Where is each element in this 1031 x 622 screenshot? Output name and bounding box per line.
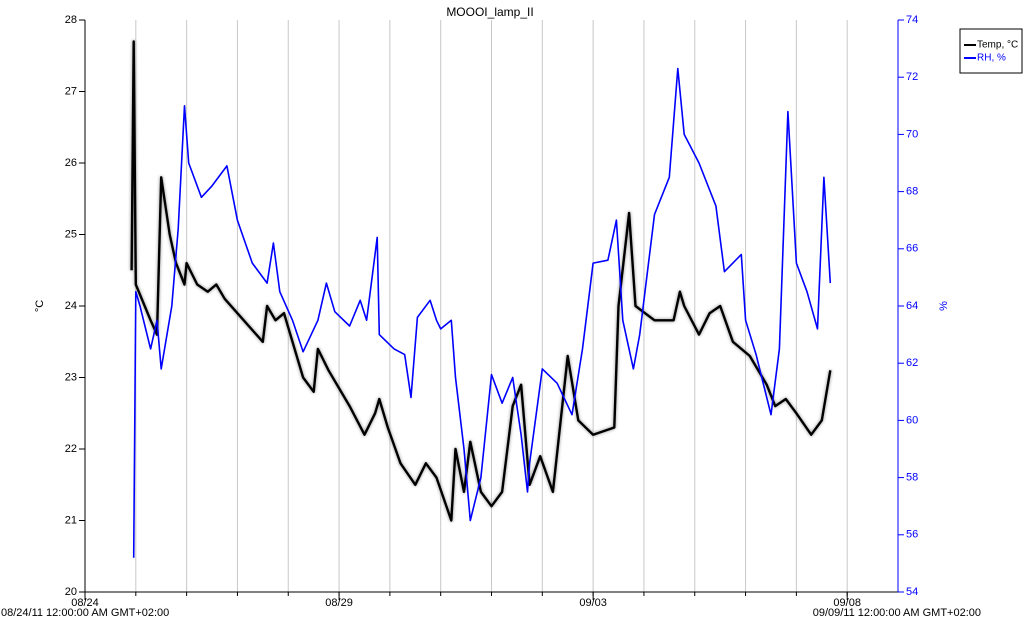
legend-label: RH, %: [977, 53, 1006, 64]
y-axis-label: °C: [34, 300, 46, 312]
x-tick-label: 09/03: [579, 597, 607, 609]
legend-label: Temp, °C: [977, 40, 1018, 51]
y2-tick-label: 72: [906, 71, 918, 83]
chart-title: MOOOI_lamp_II: [446, 5, 533, 19]
y2-tick-label: 66: [906, 243, 918, 255]
y-tick-label: 21: [65, 514, 77, 526]
y2-tick-label: 74: [906, 14, 918, 26]
x-tick-label: 08/24: [71, 597, 99, 609]
y2-tick-label: 68: [906, 186, 918, 198]
y2-tick-label: 64: [906, 300, 918, 312]
end-date-label: 09/09/11 12:00:00 AM GMT+02:00: [813, 607, 981, 619]
start-date-label: 08/24/11 12:00:00 AM GMT+02:00: [1, 607, 169, 619]
y2-tick-label: 70: [906, 128, 918, 140]
y2-tick-label: 62: [906, 357, 918, 369]
y-tick-label: 26: [65, 157, 77, 169]
y2-tick-label: 56: [906, 529, 918, 541]
y-tick-label: 25: [65, 228, 77, 240]
series-line: [130, 40, 832, 522]
y-tick-label: 24: [65, 300, 77, 312]
x-tick-label: 09/08: [833, 597, 861, 609]
y2-tick-label: 54: [906, 586, 918, 598]
y-tick-label: 20: [65, 586, 77, 598]
legend-box: [959, 28, 1023, 74]
y2-tick-label: 60: [906, 414, 918, 426]
y-tick-label: 22: [65, 443, 77, 455]
y-tick-label: 28: [65, 14, 77, 26]
y-tick-label: 23: [65, 371, 77, 383]
y-tick-label: 27: [65, 85, 77, 97]
x-tick-label: 08/29: [325, 597, 353, 609]
y2-axis-label: %: [938, 301, 950, 311]
series-line: [132, 67, 832, 558]
y2-tick-label: 58: [906, 472, 918, 484]
